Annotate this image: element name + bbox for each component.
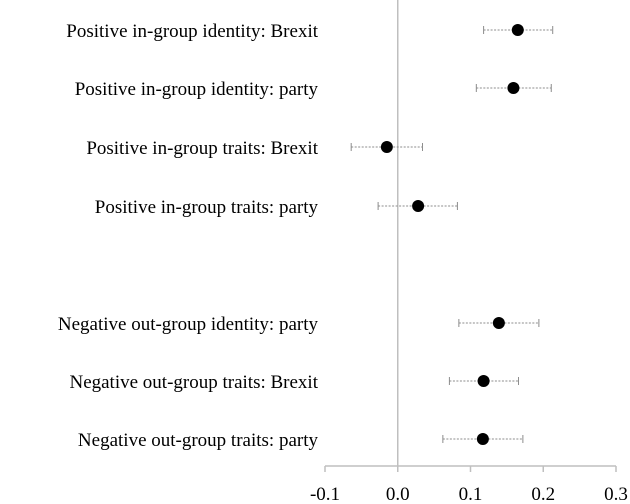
row-label: Negative out-group traits: party xyxy=(78,430,319,451)
row-label: Negative out-group identity: party xyxy=(58,314,319,335)
x-tick-label: 0.1 xyxy=(459,484,483,504)
point-estimate xyxy=(507,82,520,94)
row-label: Positive in-group identity: party xyxy=(75,79,319,100)
point-estimate xyxy=(492,317,505,329)
point-estimate xyxy=(477,375,490,387)
x-tick-label: 0.2 xyxy=(531,484,555,504)
row-label: Positive in-group identity: Brexit xyxy=(66,21,318,42)
x-tick-label: 0.3 xyxy=(604,484,628,504)
row-label: Positive in-group traits: party xyxy=(95,197,319,218)
point-estimate xyxy=(511,24,524,36)
x-tick-label: 0.0 xyxy=(386,484,410,504)
x-tick-label: -0.1 xyxy=(310,484,340,504)
point-estimate xyxy=(412,200,425,212)
point-estimate xyxy=(476,433,489,445)
plot-area: -0.1 0.0 0.1 0.2 0.3 Positive in-group identi… xyxy=(58,0,628,504)
row-label: Positive in-group traits: Brexit xyxy=(86,138,318,159)
row-label: Negative out-group traits: Brexit xyxy=(69,372,318,393)
point-estimate xyxy=(380,141,393,153)
